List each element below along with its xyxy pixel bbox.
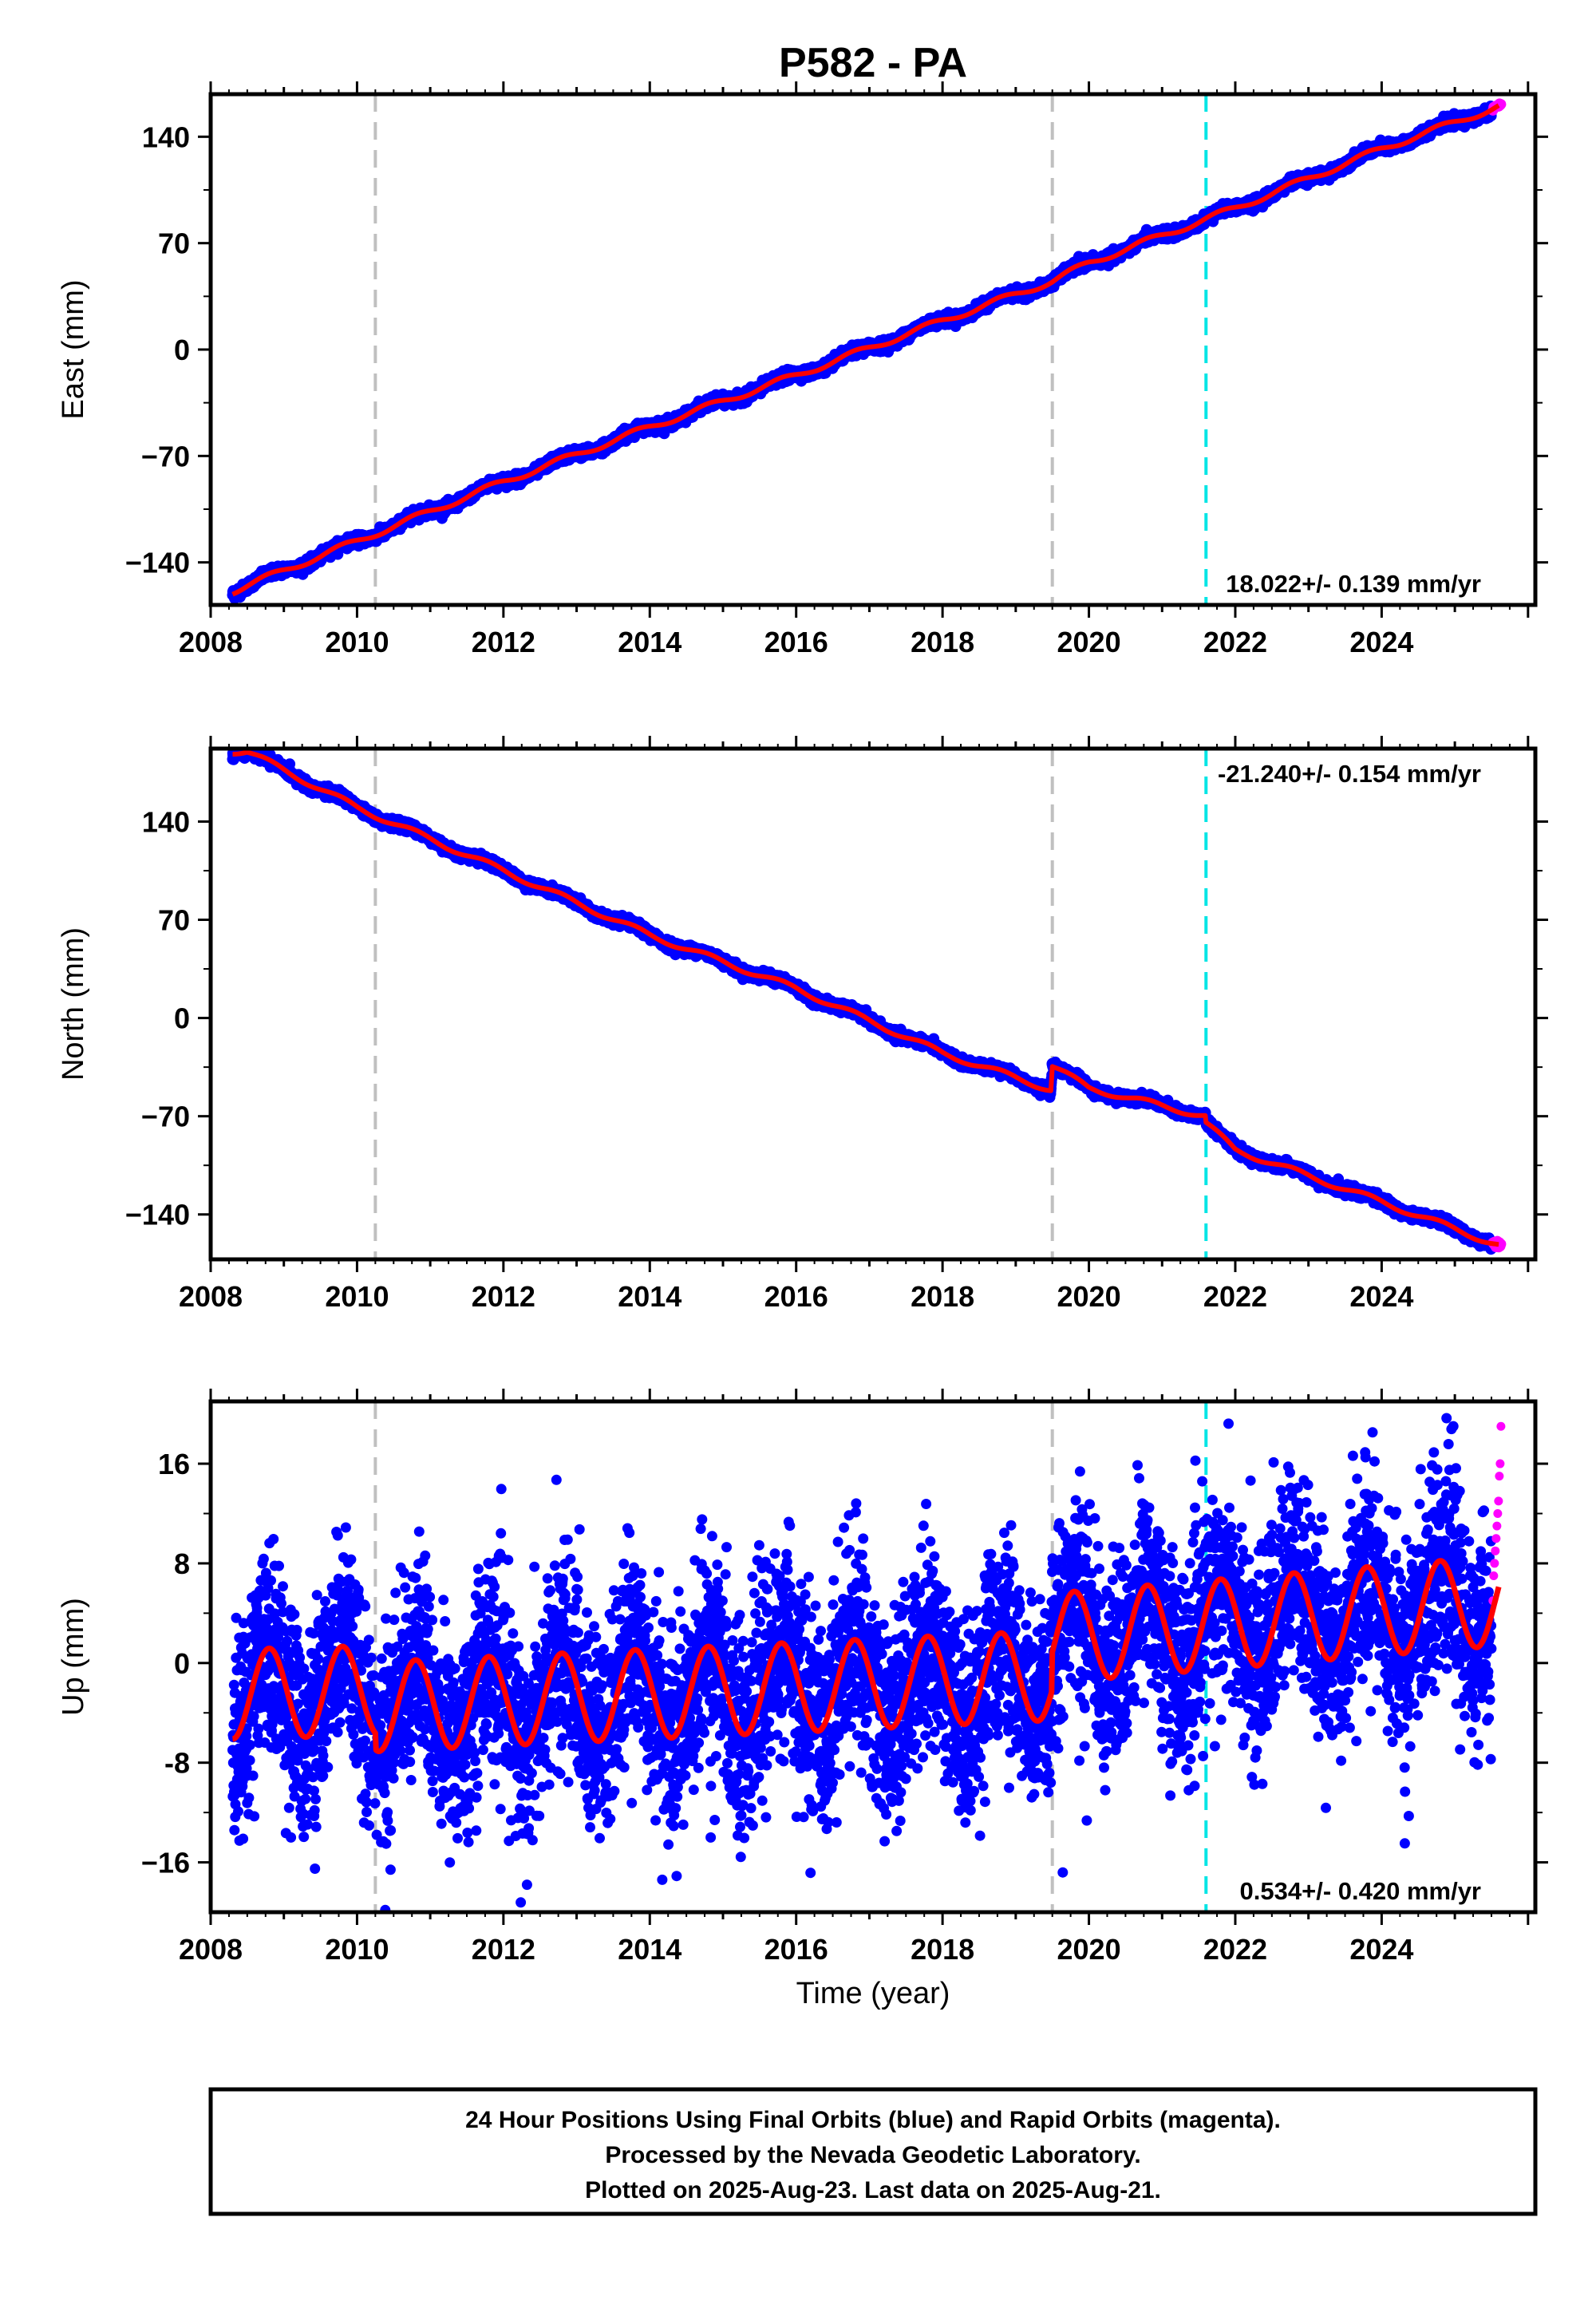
plot-area [227, 94, 1507, 605]
east-panel: 2008 2010 2012 2014 2016 2018 2020 2022 20241407… [57, 81, 1548, 658]
chart-title: P582 - PA [779, 40, 967, 86]
